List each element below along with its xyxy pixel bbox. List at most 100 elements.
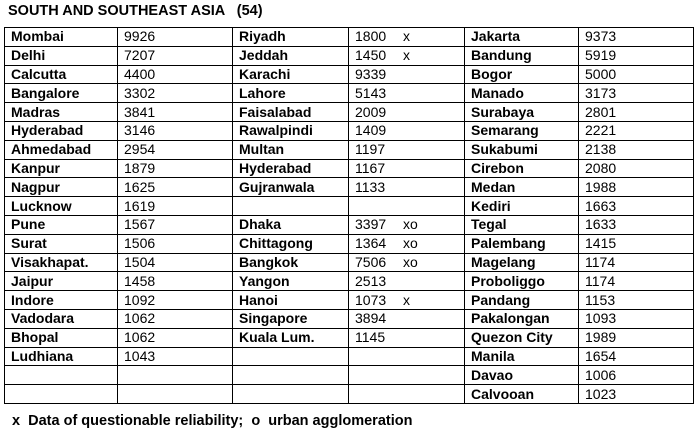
value-cell: 7506 xo — [348, 252, 465, 273]
city-cell: Pune — [4, 214, 118, 235]
population: 5000 — [585, 65, 617, 82]
table-row: Jaipur 1458 Yangon 2513 Proboliggo 1174 — [4, 271, 694, 292]
table-row: Bangalore 3302 Lahore 5143 Manado 3173 — [4, 83, 694, 104]
population: 1133 — [355, 178, 386, 195]
city-name: Visakhapat. — [11, 253, 89, 270]
population: 2080 — [585, 159, 617, 176]
population: 1153 — [585, 291, 616, 308]
city-cell: Multan — [232, 139, 349, 160]
city-name: Kediri — [471, 197, 511, 214]
population: 4400 — [124, 65, 156, 82]
city-cell: Medan — [464, 177, 579, 198]
city-name: Pakalongan — [471, 310, 550, 327]
value-cell — [348, 196, 465, 216]
city-cell: Madras — [4, 102, 118, 122]
table-row: Calcutta 4400 Karachi 9339 Bogor 5000 — [4, 64, 694, 85]
table-row: Mombai 9926 Riyadh 1800 x Jakarta 9373 — [4, 27, 694, 47]
city-cell: Bandung — [464, 45, 579, 66]
flag: xo — [403, 216, 418, 233]
city-cell: Calcutta — [4, 64, 118, 85]
city-cell: Gujranwala — [232, 177, 349, 198]
city-name: Delhi — [11, 47, 46, 64]
city-name: Hanoi — [239, 291, 278, 308]
population: 9926 — [124, 28, 156, 45]
city-cell: Manila — [464, 346, 579, 367]
city-cell: Magelang — [464, 252, 579, 273]
population: 1167 — [355, 159, 386, 176]
population: 5143 — [355, 84, 387, 101]
value-cell: 1062 — [117, 327, 233, 348]
city-name: Pune — [11, 216, 46, 233]
population: 7506 — [355, 253, 387, 270]
population: 1174 — [585, 253, 616, 270]
city-cell: Bangkok — [232, 252, 349, 273]
city-cell: Nagpur — [4, 177, 118, 198]
city-cell — [4, 365, 118, 386]
city-name: Nagpur — [11, 178, 60, 195]
population: 1062 — [124, 329, 156, 346]
city-name: Sukabumi — [471, 141, 538, 158]
city-cell: Davao — [464, 365, 579, 386]
value-cell: 1167 — [348, 158, 465, 179]
value-cell: 3841 — [117, 102, 233, 122]
city-name: Cirebon — [471, 159, 524, 176]
value-cell: 2801 — [578, 102, 694, 122]
value-cell: 9926 — [117, 27, 233, 47]
population: 3894 — [355, 310, 387, 327]
city-cell: Surabaya — [464, 102, 579, 122]
title: SOUTH AND SOUTHEAST ASIA (54) — [8, 3, 263, 19]
population: 1625 — [124, 178, 156, 195]
city-name: Rawalpindi — [239, 122, 313, 139]
table-row: Nagpur 1625 Gujranwala 1133 Medan 1988 — [4, 177, 694, 198]
value-cell: 1073 x — [348, 290, 465, 310]
value-cell: 1504 — [117, 252, 233, 273]
city-cell: Mombai — [4, 27, 118, 47]
value-cell: 3302 — [117, 83, 233, 104]
city-cell: Ahmedabad — [4, 139, 118, 160]
city-name: Hyderabad — [11, 122, 84, 139]
value-cell: 1006 — [578, 365, 694, 386]
population: 2009 — [355, 103, 387, 120]
population: 1364 — [355, 235, 387, 252]
flag: xo — [403, 253, 418, 270]
value-cell — [117, 365, 233, 386]
city-cell — [232, 346, 349, 367]
city-name: Madras — [11, 103, 61, 120]
table-row: Surat 1506 Chittagong 1364 xo Palembang 1415 — [4, 233, 694, 254]
population: 1633 — [585, 216, 617, 233]
city-cell: Riyadh — [232, 27, 349, 47]
city-cell: Yangon — [232, 271, 349, 292]
city-name: Palembang — [471, 235, 546, 252]
value-cell — [117, 384, 233, 404]
city-cell: Singapore — [232, 308, 349, 329]
value-cell: 3397 xo — [348, 214, 465, 235]
city-cell: Delhi — [4, 45, 118, 66]
population: 1989 — [585, 329, 617, 346]
city-name: Bandung — [471, 47, 532, 64]
city-cell: Proboliggo — [464, 271, 579, 292]
value-cell: 5919 — [578, 45, 694, 66]
value-cell: 1153 — [578, 290, 694, 310]
flag: x — [403, 291, 410, 308]
city-cell: Bhopal — [4, 327, 118, 348]
city-name: Surat — [11, 235, 47, 252]
value-cell: 9373 — [578, 27, 694, 47]
value-cell: 2080 — [578, 158, 694, 179]
city-name: Lahore — [239, 84, 286, 101]
value-cell: 1062 — [117, 308, 233, 329]
city-name: Semarang — [471, 122, 539, 139]
value-cell — [348, 365, 465, 386]
population: 2954 — [124, 141, 156, 158]
population: 2801 — [585, 103, 617, 120]
value-cell: 1197 — [348, 139, 465, 160]
city-cell: Karachi — [232, 64, 349, 85]
value-cell: 1619 — [117, 196, 233, 216]
value-cell — [348, 346, 465, 367]
city-name: Karachi — [239, 65, 291, 82]
footnote: x Data of questionable reliability; o ur… — [12, 413, 412, 429]
city-name: Bangkok — [239, 253, 299, 270]
flag: x — [403, 28, 410, 45]
value-cell: 1364 xo — [348, 233, 465, 254]
city-name: Mombai — [11, 28, 64, 45]
city-name: Quezon City — [471, 329, 553, 346]
